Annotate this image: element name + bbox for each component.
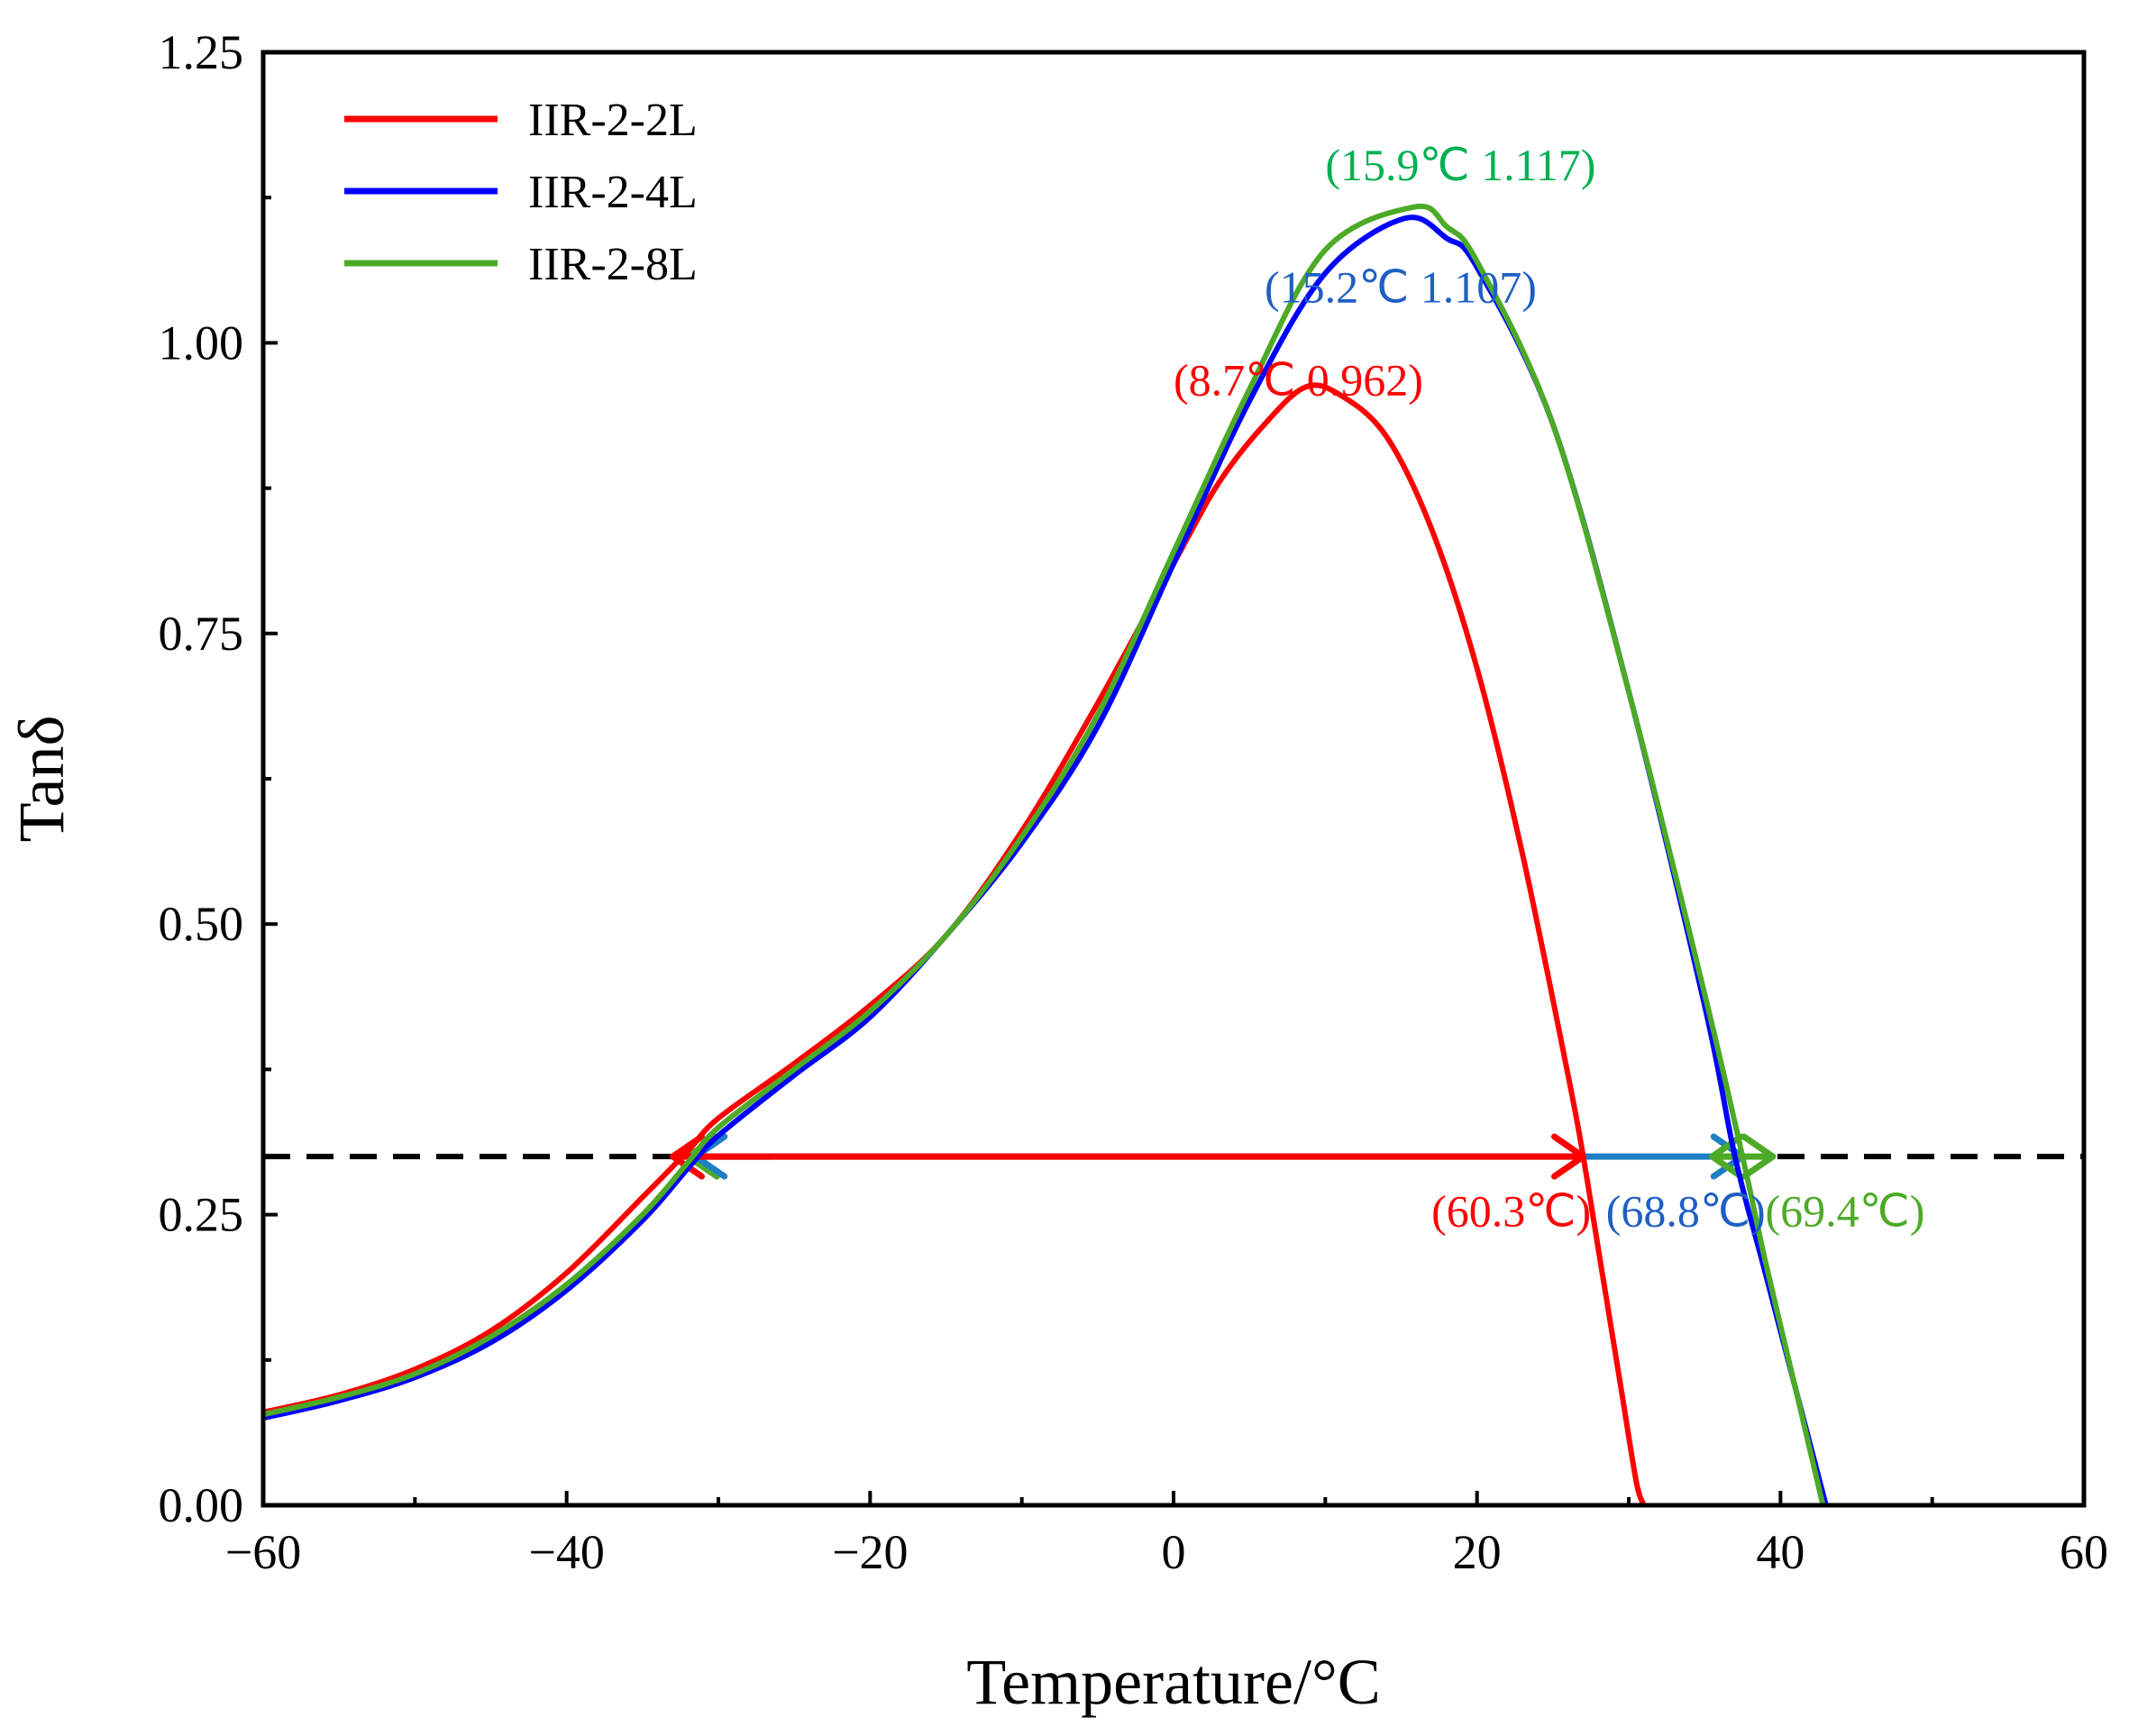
series-line-iir-2-4l xyxy=(262,215,1829,1506)
y-tick-label: 0.50 xyxy=(159,897,244,951)
y-tick-label: 0.75 xyxy=(159,607,244,661)
x-tick-label: 40 xyxy=(1756,1525,1805,1579)
data-annotation: (60.3℃) xyxy=(1431,1185,1591,1236)
plot-frame xyxy=(260,50,2087,1508)
x-tick-label: −20 xyxy=(832,1525,908,1579)
x-tick-label: −60 xyxy=(225,1525,301,1579)
x-tick-label: 60 xyxy=(2060,1525,2108,1579)
legend: IIR-2-2L IIR-2-4L IIR-2-8L xyxy=(344,95,698,290)
legend-label: IIR-2-4L xyxy=(528,167,698,218)
y-tick-label: 0.00 xyxy=(159,1478,244,1532)
x-tick-label: −40 xyxy=(528,1525,604,1579)
data-annotation: (69.4℃) xyxy=(1766,1185,1925,1236)
legend-item: IIR-2-2L xyxy=(344,95,698,146)
x-tick-label: 20 xyxy=(1453,1525,1502,1579)
legend-item: IIR-2-8L xyxy=(344,239,698,290)
legend-label: IIR-2-2L xyxy=(528,95,698,146)
y-tick-label: 0.25 xyxy=(159,1188,244,1242)
y-axis-title: Tanδ xyxy=(5,716,78,843)
data-annotation: (8.7℃ 0.962) xyxy=(1174,354,1423,405)
data-annotation: (15.2℃ 1.107) xyxy=(1265,261,1537,312)
legend-item: IIR-2-4L xyxy=(344,167,698,218)
range-arrow xyxy=(670,1133,1586,1180)
data-annotation: (15.9℃ 1.117) xyxy=(1325,140,1595,190)
series-line-iir-2-8l xyxy=(262,203,1826,1506)
x-axis-title: Temperature/°C xyxy=(966,1646,1381,1718)
y-tick-label: 1.25 xyxy=(159,25,244,79)
series-line-iir-2-2l xyxy=(262,382,1647,1507)
x-tick-label: 0 xyxy=(1162,1525,1186,1579)
data-annotation: (68.8℃) xyxy=(1606,1185,1766,1236)
arrow-head xyxy=(1741,1133,1777,1180)
legend-label: IIR-2-8L xyxy=(528,239,698,290)
y-tick-label: 1.00 xyxy=(159,315,244,370)
